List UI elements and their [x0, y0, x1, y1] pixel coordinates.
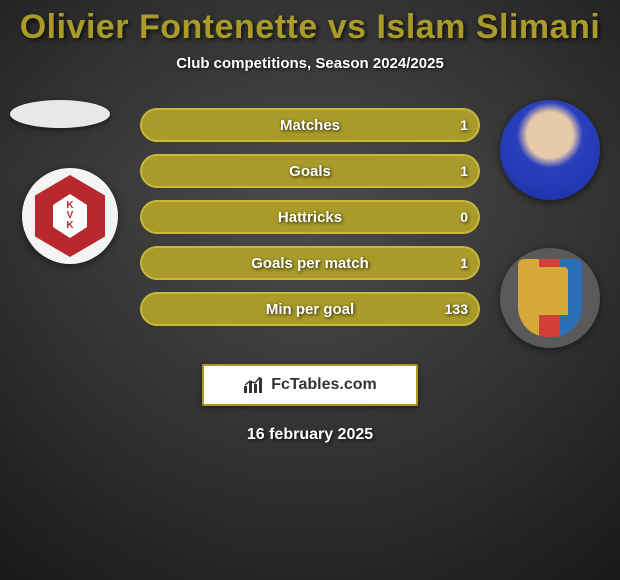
- stat-bar-value-right: 0: [460, 200, 468, 234]
- stat-bar-value-right: 133: [445, 292, 468, 326]
- stat-bar-row: Hattricks0: [140, 200, 480, 234]
- stat-bar-row: Goals per match1: [140, 246, 480, 280]
- stat-bar-row: Min per goal133: [140, 292, 480, 326]
- fctables-logo-text: FcTables.com: [271, 376, 377, 394]
- content-root: Olivier Fontenette vs Islam Slimani Club…: [0, 0, 620, 444]
- stat-bar-value-right: 1: [460, 246, 468, 280]
- player-right-avatar: [500, 100, 600, 200]
- stat-bar-label: Goals: [140, 154, 480, 188]
- shield-icon: [518, 259, 582, 337]
- fctables-logo-box: FcTables.com: [202, 364, 418, 406]
- bar-chart-icon: [243, 376, 265, 394]
- stat-bar-label: Matches: [140, 108, 480, 142]
- subtitle: Club competitions, Season 2024/2025: [0, 55, 620, 72]
- club-badge-letters: KVK: [66, 201, 73, 231]
- page-title: Olivier Fontenette vs Islam Slimani: [0, 0, 620, 47]
- stat-bar-label: Min per goal: [140, 292, 480, 326]
- stat-bar-value-right: 1: [460, 154, 468, 188]
- player-left-club-badge: KVK: [22, 168, 118, 264]
- stat-bar-row: Matches1: [140, 108, 480, 142]
- stat-bars: Matches1Goals1Hattricks0Goals per match1…: [140, 108, 480, 338]
- castle-icon: [532, 267, 568, 315]
- comparison-area: KVK Matches1Goals1Hattricks0Goals per ma…: [0, 108, 620, 358]
- date-text: 16 february 2025: [0, 426, 620, 444]
- stat-bar-value-right: 1: [460, 108, 468, 142]
- player-left-avatar-placeholder: [10, 100, 110, 128]
- stat-bar-label: Goals per match: [140, 246, 480, 280]
- stat-bar-row: Goals1: [140, 154, 480, 188]
- player-right-club-badge: [500, 248, 600, 348]
- stat-bar-label: Hattricks: [140, 200, 480, 234]
